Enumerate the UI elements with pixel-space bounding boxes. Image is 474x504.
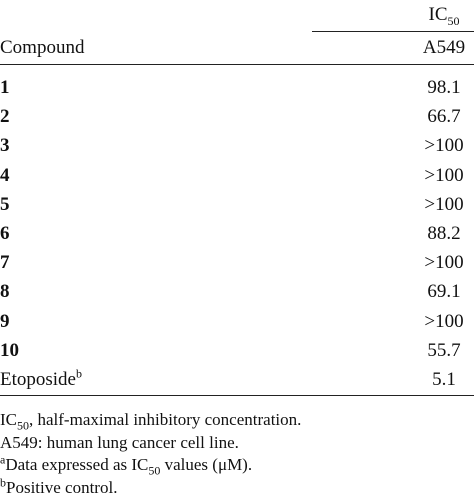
footnote-text: values (μM). <box>160 455 253 474</box>
compound-sup: b <box>76 366 82 381</box>
compound-name: 9 <box>0 310 10 332</box>
compound-cell: 7 <box>0 252 10 274</box>
value-cell: >100 <box>424 193 464 215</box>
compound-name: Etoposide <box>0 369 76 390</box>
compound-name: 5 <box>0 193 10 215</box>
group-sub: 50 <box>447 13 460 28</box>
bottom-rule <box>0 395 474 396</box>
footnote-text: 50 <box>17 418 29 433</box>
footnote-text: IC <box>131 455 149 474</box>
footnote-text: , half-maximal inhibitory concentration. <box>29 410 302 429</box>
group-main: IC <box>428 4 448 25</box>
compound-name: 8 <box>0 281 10 303</box>
footnote: bPositive control. <box>0 474 118 499</box>
footnote-text: Positive control. <box>6 477 118 497</box>
value-cell: >100 <box>424 164 464 186</box>
footnote-text: b <box>0 474 6 489</box>
header-rule <box>312 31 474 32</box>
value-cell: 66.7 <box>427 106 461 128</box>
compound-cell: 8 <box>0 281 10 303</box>
value-cell: 5.1 <box>432 369 456 390</box>
compound-name: 7 <box>0 252 10 274</box>
compound-cell: 4 <box>0 165 10 187</box>
compound-cell: 6 <box>0 223 10 245</box>
compound-cell: 1 <box>0 77 10 99</box>
footnote: A549: human lung cancer cell line. <box>0 432 239 454</box>
value-cell: >100 <box>424 135 464 157</box>
column-label: Compound <box>0 37 85 58</box>
footnote-text: 50 <box>148 463 161 478</box>
value-cell: >100 <box>424 310 464 332</box>
footnote-text: A549: human lung cancer cell line. <box>0 432 239 452</box>
top-rule <box>0 64 474 65</box>
footnote: aData expressed as IC50 values (μM). <box>0 452 253 478</box>
compound-cell: 10 <box>0 340 19 362</box>
value-cell: 55.7 <box>427 339 461 361</box>
compound-cell: 3 <box>0 135 10 157</box>
compound-cell: Etoposideb <box>0 366 82 391</box>
value-cell: >100 <box>424 252 464 274</box>
compound-cell: 9 <box>0 311 10 333</box>
compound-cell: 5 <box>0 194 10 216</box>
footnote-text: Data expressed as <box>5 455 132 474</box>
footnote: IC50, half-maximal inhibitory concentrat… <box>0 409 301 431</box>
value-cell: 88.2 <box>427 223 461 244</box>
compound-name: 6 <box>0 223 10 244</box>
footnote-text: IC <box>0 410 17 429</box>
compound-name: 1 <box>0 77 10 98</box>
value-cell: 69.1 <box>427 281 461 303</box>
compound-name: 4 <box>0 164 10 186</box>
compound-name: 2 <box>0 106 10 128</box>
column-value: A549 <box>422 37 466 58</box>
compound-cell: 2 <box>0 106 10 128</box>
compound-name: 3 <box>0 135 10 157</box>
footnote-text: a <box>0 452 6 467</box>
value-cell: 98.1 <box>427 77 461 98</box>
group-header: IC50 <box>404 4 474 28</box>
compound-name: 10 <box>0 339 19 361</box>
